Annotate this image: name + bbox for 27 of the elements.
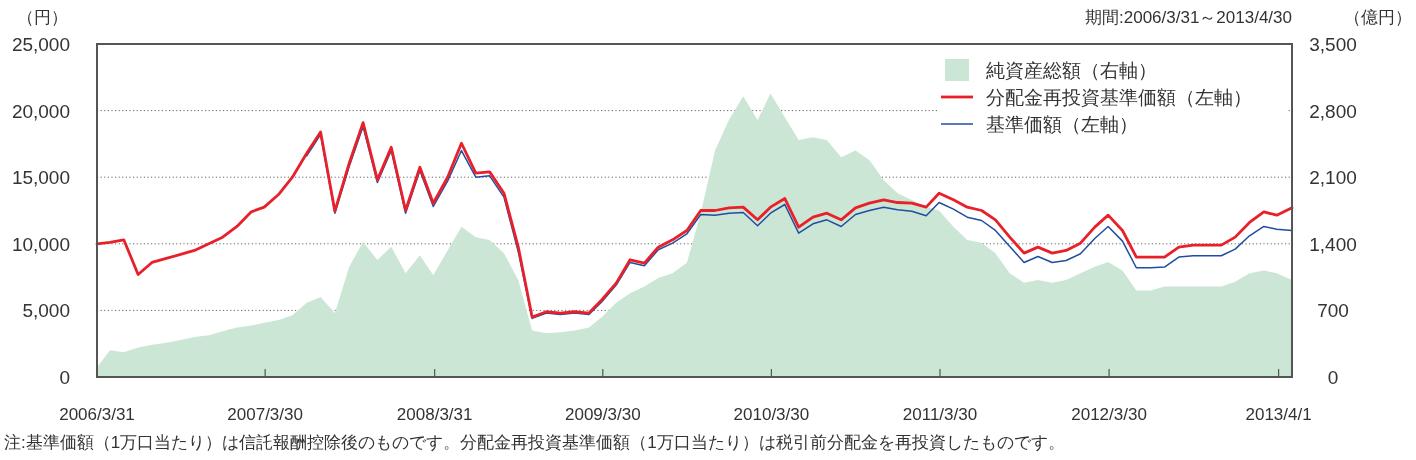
y2-tick-label: 700 <box>1317 300 1349 322</box>
x-tick-label: 2009/3/30 <box>564 405 641 424</box>
legend-label: 分配金再投資基準価額（左軸） <box>986 87 1252 108</box>
x-tick-label: 2011/3/30 <box>902 405 978 424</box>
y-axis-title: （円） <box>16 8 68 27</box>
x-tick-label: 2006/3/31 <box>59 405 135 424</box>
y-tick-label: 5,000 <box>22 300 70 322</box>
x-tick-label: 2010/3/30 <box>733 405 810 424</box>
legend-label: 基準価額（左軸） <box>986 114 1138 135</box>
y-tick-label: 0 <box>59 367 70 388</box>
y2-tick-label: 3,500 <box>1309 34 1357 55</box>
y-tick-label: 20,000 <box>11 100 70 122</box>
y2-tick-label: 0 <box>1327 367 1339 388</box>
x-tick-label: 2013/4/1 <box>1245 405 1312 424</box>
y-tick-label: 15,000 <box>11 167 70 189</box>
y-tick-label: 25,000 <box>11 34 70 55</box>
legend-label: 純資産総額（右軸） <box>986 60 1157 81</box>
y-tick-label: 10,000 <box>11 233 70 255</box>
text: 期間:2006/3/31～2013/4/30 <box>1085 8 1292 27</box>
y2-axis-title: （億円） <box>1344 8 1412 27</box>
text: 注:基準価額（1万口当たり）は信託報酬控除後のものです。分配金再投資基準価額（1万口当たり）は税引前分配金を再投資したものです。 <box>4 433 1065 452</box>
x-tick-label: 2012/3/30 <box>1071 405 1147 424</box>
y2-tick-label: 1,400 <box>1309 233 1357 255</box>
x-tick-label: 2007/3/30 <box>227 405 303 424</box>
x-tick-label: 2008/3/31 <box>396 405 473 424</box>
y2-tick-label: 2,800 <box>1309 100 1357 122</box>
y2-tick-label: 2,100 <box>1309 167 1357 189</box>
